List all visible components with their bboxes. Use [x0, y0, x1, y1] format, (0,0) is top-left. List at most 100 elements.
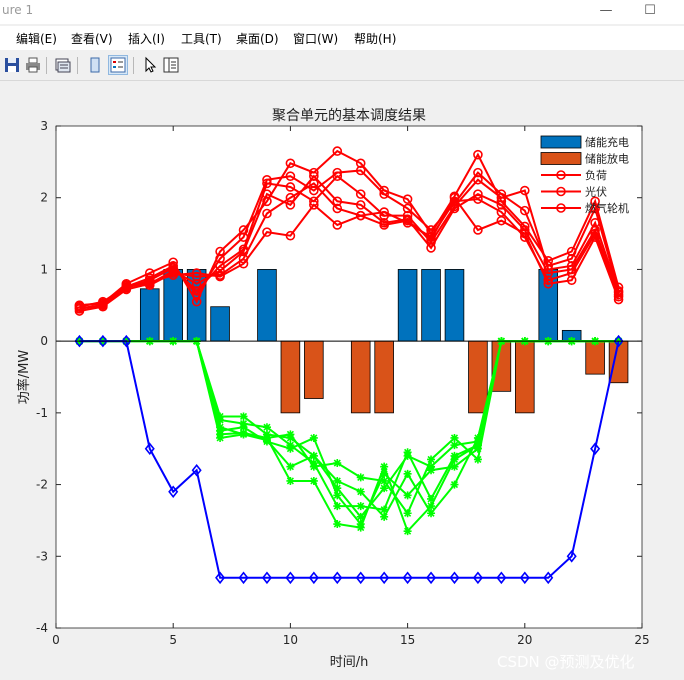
- y-tick-label: 1: [40, 262, 48, 276]
- print-preview-icon[interactable]: [54, 56, 72, 74]
- menu-window[interactable]: 窗口(W): [293, 32, 339, 46]
- load-point: [262, 208, 272, 219]
- load-point: [215, 246, 225, 257]
- minimize-button[interactable]: —: [599, 3, 613, 18]
- pv-point: [450, 441, 459, 450]
- pv-point: [450, 462, 459, 471]
- turbine-point: [590, 442, 601, 455]
- load-point: [309, 178, 319, 189]
- load-point: [355, 189, 366, 199]
- menu-desktop[interactable]: 桌面(D): [236, 32, 279, 46]
- pv-point: [356, 523, 365, 532]
- x-tick-label: 5: [169, 633, 177, 647]
- load-point: [473, 225, 483, 235]
- pv-point: [216, 430, 225, 439]
- load-point: [74, 300, 85, 311]
- load-point: [496, 192, 507, 203]
- y-tick-label: 0: [40, 334, 48, 348]
- pv-point: [473, 441, 482, 450]
- load-point: [121, 282, 132, 293]
- legend-label: 光伏: [585, 185, 607, 199]
- load-point: [262, 178, 272, 189]
- load-point: [332, 171, 343, 181]
- legend-icon[interactable]: [108, 55, 128, 75]
- turbine-point: [332, 571, 343, 585]
- load-point: [285, 200, 296, 210]
- pv-point: [309, 462, 318, 471]
- load-point: [379, 189, 389, 199]
- pv-point: [309, 476, 318, 485]
- pv-point: [427, 509, 436, 518]
- load-point: [355, 210, 366, 221]
- load-point: [74, 303, 85, 313]
- menu-bar: 编辑(E) 查看(V) 插入(I) 工具(T) 桌面(D) 窗口(W) 帮助(H…: [0, 26, 684, 50]
- maximize-button[interactable]: ☐: [644, 3, 656, 18]
- menu-tools[interactable]: 工具(T): [181, 32, 222, 46]
- pv-point: [380, 462, 389, 471]
- pv-point: [403, 448, 412, 457]
- save-icon[interactable]: [3, 56, 21, 74]
- pv-point: [427, 494, 436, 503]
- pointer-icon[interactable]: [141, 56, 159, 74]
- turbine-point: [379, 571, 390, 585]
- load-point: [355, 165, 366, 176]
- y-tick-label: -1: [36, 406, 48, 420]
- menu-help[interactable]: 帮助(H): [354, 32, 397, 46]
- load-point: [215, 253, 225, 264]
- load-point: [215, 271, 225, 282]
- pv-point: [333, 459, 342, 468]
- print-icon[interactable]: [24, 56, 42, 74]
- load-point: [309, 185, 319, 196]
- window-title: ure 1: [2, 3, 34, 17]
- pv-point: [380, 484, 389, 493]
- y-tick-label: -4: [36, 621, 48, 635]
- load-point: [590, 232, 600, 242]
- x-tick-label: 10: [283, 633, 298, 647]
- load-point: [262, 189, 272, 199]
- pv-point: [450, 433, 459, 442]
- turbine-point: [74, 334, 85, 348]
- legend-label: 负荷: [585, 168, 607, 182]
- pv-point: [239, 412, 248, 421]
- legend-swatch: [540, 152, 582, 165]
- property-editor-icon[interactable]: [162, 56, 180, 74]
- pv-point: [262, 433, 271, 442]
- load-point: [309, 200, 319, 210]
- bar-charge: [257, 269, 277, 342]
- chart-title: 聚合单元的基本调度结果: [272, 107, 426, 124]
- pv-point: [356, 502, 365, 511]
- turbine-point: [191, 463, 202, 477]
- turbine-point: [121, 334, 132, 348]
- menu-edit[interactable]: 编辑(E): [16, 32, 57, 46]
- legend-label: 储能充电: [585, 135, 629, 149]
- turbine-point: [566, 550, 577, 563]
- load-point: [449, 192, 460, 203]
- pv-point: [403, 509, 412, 518]
- bar-charge: [397, 269, 418, 342]
- load-point: [262, 227, 272, 237]
- menu-insert[interactable]: 插入(I): [128, 32, 165, 46]
- bar-discharge: [515, 340, 535, 414]
- pv-point: [309, 451, 318, 460]
- menu-view[interactable]: 查看(V): [71, 32, 113, 46]
- load-point: [74, 306, 85, 316]
- load-point: [98, 300, 108, 311]
- load-point: [355, 158, 366, 169]
- load-point: [519, 185, 530, 196]
- figure-icon[interactable]: [86, 56, 104, 74]
- load-point: [355, 200, 366, 210]
- pv-point: [286, 444, 295, 453]
- pv-point: [380, 476, 389, 485]
- pv-point: [450, 480, 459, 489]
- load-point: [285, 158, 296, 169]
- load-point: [168, 270, 178, 280]
- load-point: [285, 171, 296, 181]
- load-point: [285, 182, 296, 192]
- y-tick-label: -2: [36, 478, 48, 492]
- pv-point: [403, 491, 412, 500]
- bar-charge: [421, 269, 441, 342]
- watermark: CSDN @预测及优化: [497, 653, 635, 671]
- load-point: [191, 268, 202, 278]
